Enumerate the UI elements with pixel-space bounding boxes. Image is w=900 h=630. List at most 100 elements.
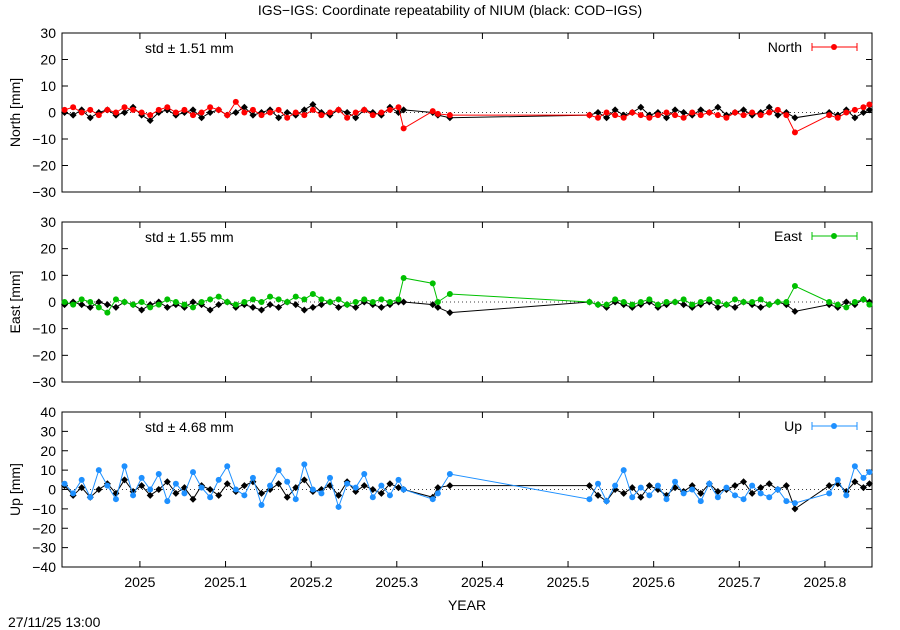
data-point-cod	[146, 116, 154, 124]
y-axis-label: East [mm]	[7, 270, 23, 333]
y-tick-label: 30	[40, 25, 56, 41]
data-point-cod	[275, 480, 283, 488]
y-tick-label: 20	[40, 443, 56, 459]
data-point-cod	[300, 106, 308, 114]
data-point-cod	[275, 114, 283, 122]
data-point-up	[309, 486, 316, 493]
chart-title: IGS−IGS: Coordinate repeatability of NIU…	[258, 2, 642, 18]
y-tick-label: −20	[32, 520, 56, 536]
data-point-cod	[138, 482, 146, 490]
data-point-east	[95, 304, 102, 311]
data-point-north	[275, 106, 282, 113]
data-point-east	[732, 296, 739, 303]
data-point-up	[654, 482, 661, 489]
data-point-cod	[146, 491, 154, 499]
data-point-north	[70, 104, 77, 111]
data-point-east	[249, 296, 256, 303]
data-point-up	[318, 490, 325, 497]
data-point-cod	[155, 486, 163, 493]
data-point-north	[740, 112, 747, 119]
data-point-north	[400, 125, 407, 132]
data-point-cod	[714, 303, 722, 311]
data-point-cod	[121, 476, 129, 484]
data-point-cod	[825, 482, 833, 490]
y-tick-label: 0	[48, 482, 56, 498]
data-point-north	[318, 112, 325, 119]
data-point-east	[301, 296, 308, 303]
data-point-cod	[697, 106, 705, 114]
data-point-north	[361, 106, 368, 113]
data-point-north	[706, 109, 713, 116]
data-point-cod	[782, 482, 790, 490]
data-point-up	[121, 463, 128, 470]
data-point-cod	[232, 109, 240, 116]
data-point-up	[434, 490, 441, 497]
x-tick-label: 2025.4	[461, 574, 504, 590]
data-point-east	[740, 299, 747, 305]
data-point-east	[378, 296, 385, 303]
data-point-east	[834, 301, 841, 308]
data-point-cod	[791, 307, 799, 315]
data-point-up	[70, 490, 77, 497]
data-point-cod	[69, 111, 77, 119]
data-point-up	[689, 486, 696, 493]
data-point-east	[826, 299, 833, 305]
data-point-cod	[429, 301, 437, 309]
data-point-cod	[249, 303, 257, 311]
data-point-east	[70, 301, 77, 308]
data-point-east	[172, 299, 179, 305]
legend-label: East	[774, 228, 802, 244]
data-point-north	[680, 114, 687, 121]
data-point-cod	[859, 484, 867, 492]
y-tick-label: 30	[40, 214, 56, 230]
data-point-east	[87, 299, 94, 305]
data-point-north	[646, 114, 653, 121]
data-point-cod	[300, 306, 308, 314]
data-point-east	[429, 280, 436, 287]
y-tick-label: −20	[32, 347, 56, 363]
data-point-cod	[317, 301, 325, 309]
data-point-north	[172, 109, 179, 116]
data-point-cod	[335, 491, 343, 499]
data-point-north	[654, 112, 661, 119]
data-point-cod	[434, 484, 442, 492]
data-point-up	[732, 492, 739, 499]
data-point-cod	[400, 106, 408, 114]
y-tick-label: −30	[32, 540, 56, 556]
data-point-cod	[446, 309, 454, 317]
data-point-up	[78, 476, 85, 483]
data-point-east	[706, 296, 713, 303]
data-point-up	[714, 494, 721, 501]
data-point-north	[267, 109, 274, 116]
data-point-east	[78, 296, 85, 303]
data-point-cod	[78, 484, 86, 492]
data-point-north	[352, 109, 359, 116]
data-point-cod	[628, 484, 636, 492]
data-point-north	[826, 112, 833, 119]
data-point-east	[400, 275, 407, 281]
data-point-east	[130, 301, 137, 308]
std-label: std ± 1.51 mm	[145, 40, 234, 56]
y-axis-label: North [mm]	[7, 78, 23, 147]
data-point-up	[104, 482, 111, 489]
data-point-north	[224, 112, 231, 119]
data-point-cod	[86, 114, 94, 122]
data-point-cod	[258, 306, 266, 314]
legend-marker	[831, 423, 837, 429]
data-point-cod	[86, 303, 94, 311]
data-point-cod	[352, 114, 360, 122]
data-point-north	[284, 114, 291, 121]
data-point-north	[121, 104, 128, 111]
data-point-cod	[446, 482, 454, 490]
data-point-north	[164, 104, 171, 111]
data-point-cod	[765, 480, 773, 488]
data-point-up	[429, 496, 436, 503]
data-point-north	[429, 108, 436, 115]
data-point-east	[714, 299, 721, 305]
y-tick-label: 0	[48, 294, 56, 310]
data-point-east	[672, 299, 679, 305]
data-point-north	[860, 104, 867, 111]
data-point-east	[267, 293, 274, 300]
data-point-east	[198, 299, 205, 305]
data-point-up	[352, 484, 359, 491]
